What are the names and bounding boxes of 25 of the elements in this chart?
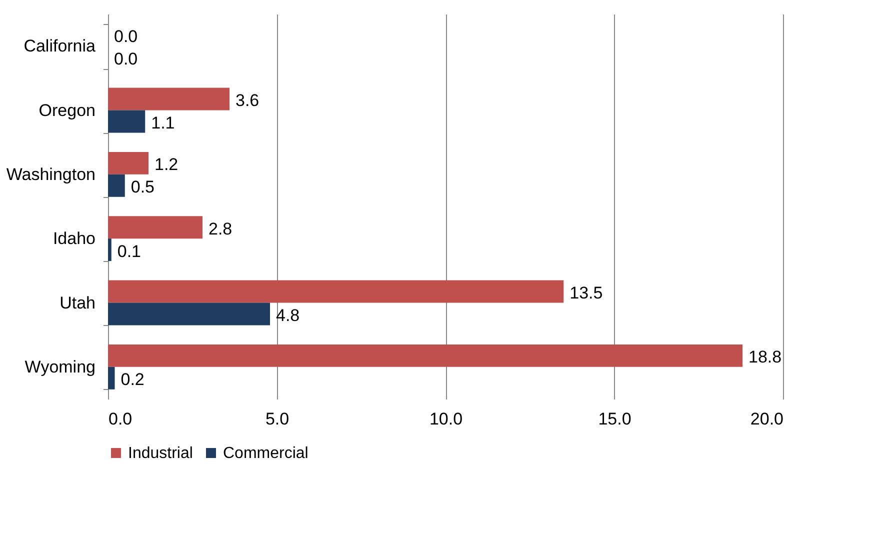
data-label: 3.6 [236,91,260,110]
data-label: 13.5 [570,284,603,303]
data-label: 18.8 [748,348,782,367]
data-label: 0.0 [114,26,138,46]
data-label: 1.1 [151,113,175,132]
y-tick-label: California [24,36,96,56]
data-label: 0.1 [117,242,142,261]
x-tick-label: 20.0 [750,410,784,428]
y-tick-label: Washington [6,164,96,184]
y-tick-label: Oregon [38,100,96,120]
data-label: 0.2 [120,370,144,390]
y-tick-label: Wyoming [24,357,96,376]
data-label: 1.2 [154,155,178,174]
legend-label: Industrial [128,445,193,462]
data-label: 4.8 [276,306,300,325]
data-label: 2.8 [208,219,232,238]
x-tick-label: 10.0 [429,410,463,428]
data-label: 0.0 [114,49,138,68]
legend-label: Commercial [223,445,308,462]
y-tick-label: Idaho [52,229,96,248]
x-tick-label: 5.0 [265,410,290,428]
data-label: 0.5 [130,178,155,197]
x-tick-label: 15.0 [598,410,632,428]
x-tick-label: 0.0 [108,410,132,428]
y-tick-label: Utah [60,293,96,312]
